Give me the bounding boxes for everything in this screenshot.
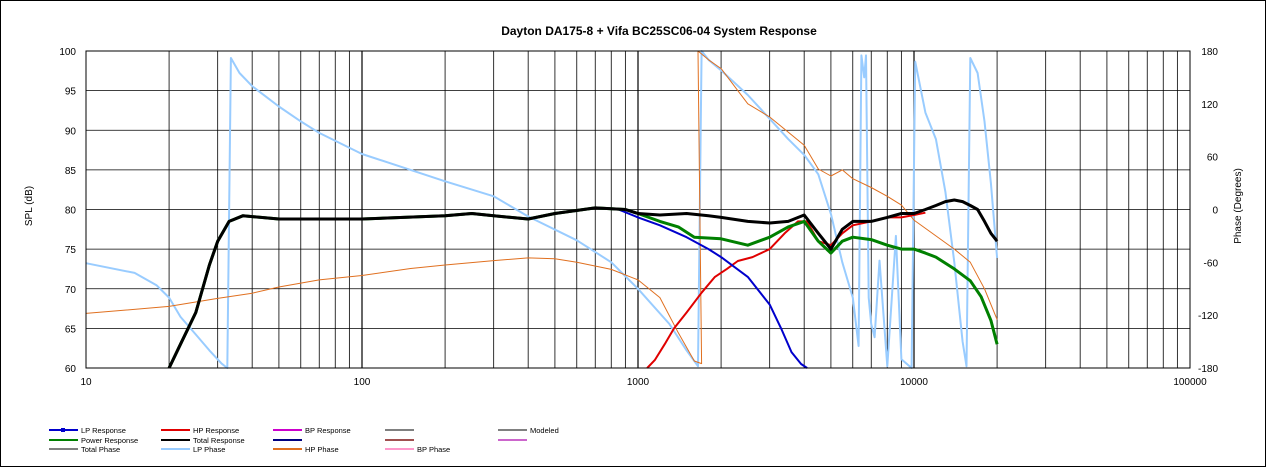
x-tick-label: 100000: [1173, 377, 1207, 388]
y-axis-label: SPL (dB): [24, 186, 35, 226]
y2-tick-label: -120: [1198, 311, 1218, 322]
series-layer: [85, 50, 999, 369]
y2-tick-label: 0: [1212, 206, 1218, 217]
legend-label: Total Response: [193, 436, 245, 445]
y2-tick-label: 180: [1201, 47, 1218, 58]
y-tick-label: 60: [65, 364, 77, 375]
y-tick-label: 100: [59, 47, 76, 58]
y-tick-label: 80: [65, 206, 77, 217]
legend-label: LP Response: [81, 426, 126, 435]
plot-border: [85, 50, 1191, 369]
x-tick-label: 1000: [627, 377, 650, 388]
legend-label: HP Phase: [305, 445, 339, 454]
legend-label: Total Phase: [81, 445, 120, 454]
y2-tick-label: -180: [1198, 364, 1218, 375]
y-tick-label: 65: [65, 324, 77, 335]
series-line-hp-response: [646, 211, 926, 369]
series-line-hp-phase: [85, 50, 998, 365]
legend: LP Response HP Response BP Response Modeled…: [49, 426, 559, 454]
legend-label: BP Response: [305, 426, 351, 435]
legend-label: Modeled: [530, 426, 559, 435]
y-tick-label: 70: [65, 285, 77, 296]
series-line-lp-phase: [85, 50, 999, 369]
y2-tick-label: -60: [1204, 258, 1219, 269]
x-tick-label: 100: [354, 377, 371, 388]
x-tick-label: 10000: [900, 377, 928, 388]
y2-tick-label: 120: [1201, 100, 1218, 111]
y-tick-label: 90: [65, 126, 77, 137]
legend-label: HP Response: [193, 426, 239, 435]
y-tick-label: 85: [65, 166, 77, 177]
x-tick-label: 10: [80, 377, 92, 388]
tick-labels: 10 100 1000 10000 100000 60 65 70 75 80 85 90 95 100 -…: [59, 47, 1218, 388]
chart-title: Dayton DA175-8 + Vifa BC25SC06-04 System…: [501, 24, 817, 38]
legend-label: BP Phase: [417, 445, 450, 454]
grid: [86, 51, 1190, 368]
y-tick-label: 75: [65, 245, 77, 256]
y2-tick-label: 60: [1207, 153, 1219, 164]
legend-label: LP Phase: [193, 445, 225, 454]
legend-label: Power Response: [81, 436, 138, 445]
y-tick-label: 95: [65, 87, 77, 98]
legend-marker: [61, 428, 65, 432]
series-line-power-response: [167, 206, 999, 369]
series-line-lp-response: [168, 206, 808, 369]
series-line-total-response: [167, 198, 999, 369]
y2-axis-label: Phase (Degrees): [1233, 168, 1244, 244]
